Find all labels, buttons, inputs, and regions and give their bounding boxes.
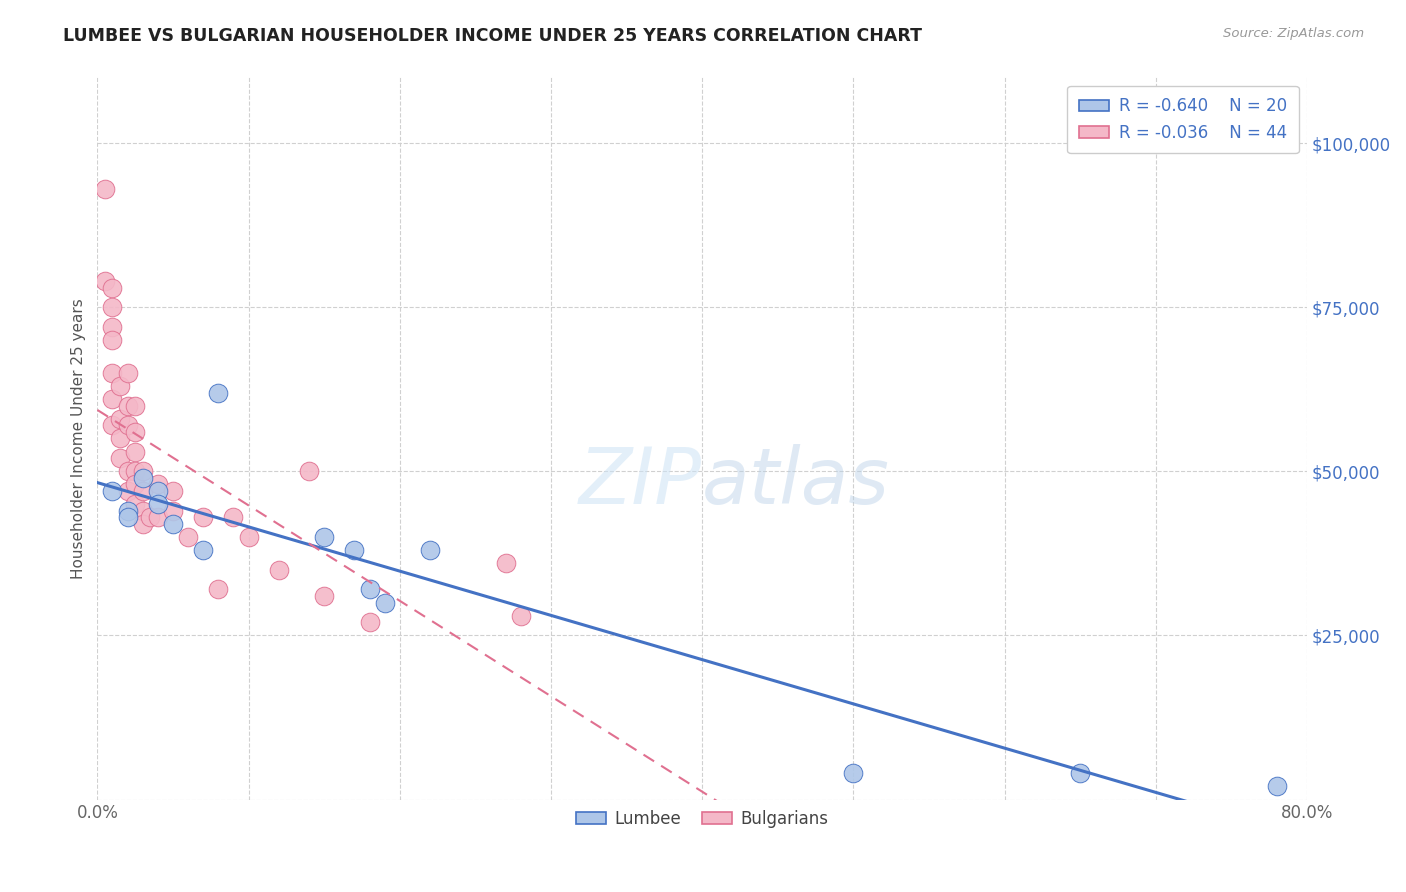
- Text: atlas: atlas: [702, 444, 890, 520]
- Point: [162, 516, 184, 531]
- Point: [495, 556, 517, 570]
- Point: [298, 464, 321, 478]
- Point: [267, 563, 290, 577]
- Point: [108, 411, 131, 425]
- Point: [132, 483, 155, 498]
- Point: [94, 182, 117, 196]
- Point: [101, 366, 124, 380]
- Point: [124, 464, 146, 478]
- Point: [132, 464, 155, 478]
- Point: [146, 483, 169, 498]
- Point: [1265, 780, 1288, 794]
- Point: [108, 432, 131, 446]
- Point: [117, 504, 139, 518]
- Point: [193, 543, 215, 558]
- Point: [139, 510, 162, 524]
- Point: [108, 379, 131, 393]
- Point: [101, 300, 124, 314]
- Point: [132, 471, 155, 485]
- Point: [162, 483, 184, 498]
- Text: LUMBEE VS BULGARIAN HOUSEHOLDER INCOME UNDER 25 YEARS CORRELATION CHART: LUMBEE VS BULGARIAN HOUSEHOLDER INCOME U…: [63, 27, 922, 45]
- Point: [207, 385, 229, 400]
- Point: [124, 497, 146, 511]
- Point: [314, 589, 336, 603]
- Point: [132, 516, 155, 531]
- Point: [124, 477, 146, 491]
- Point: [359, 615, 381, 630]
- Point: [117, 366, 139, 380]
- Point: [238, 530, 260, 544]
- Point: [419, 543, 441, 558]
- Point: [146, 510, 169, 524]
- Point: [146, 497, 169, 511]
- Point: [124, 399, 146, 413]
- Point: [509, 608, 531, 623]
- Point: [101, 483, 124, 498]
- Point: [117, 483, 139, 498]
- Point: [117, 510, 139, 524]
- Point: [193, 510, 215, 524]
- Point: [101, 333, 124, 347]
- Point: [162, 504, 184, 518]
- Point: [124, 444, 146, 458]
- Point: [124, 425, 146, 439]
- Point: [132, 504, 155, 518]
- Point: [117, 418, 139, 433]
- Point: [842, 766, 865, 780]
- Point: [117, 399, 139, 413]
- Text: ZIP: ZIP: [579, 444, 702, 520]
- Point: [94, 274, 117, 288]
- Point: [177, 530, 200, 544]
- Point: [222, 510, 245, 524]
- Point: [1069, 766, 1091, 780]
- Point: [146, 477, 169, 491]
- Point: [101, 392, 124, 406]
- Point: [101, 319, 124, 334]
- Point: [117, 464, 139, 478]
- Point: [314, 530, 336, 544]
- Point: [343, 543, 366, 558]
- Text: Source: ZipAtlas.com: Source: ZipAtlas.com: [1223, 27, 1364, 40]
- Point: [207, 582, 229, 597]
- Point: [101, 418, 124, 433]
- Point: [374, 596, 396, 610]
- Legend: Lumbee, Bulgarians: Lumbee, Bulgarians: [569, 803, 835, 835]
- Point: [101, 280, 124, 294]
- Point: [359, 582, 381, 597]
- Point: [108, 451, 131, 466]
- Y-axis label: Householder Income Under 25 years: Householder Income Under 25 years: [72, 298, 86, 579]
